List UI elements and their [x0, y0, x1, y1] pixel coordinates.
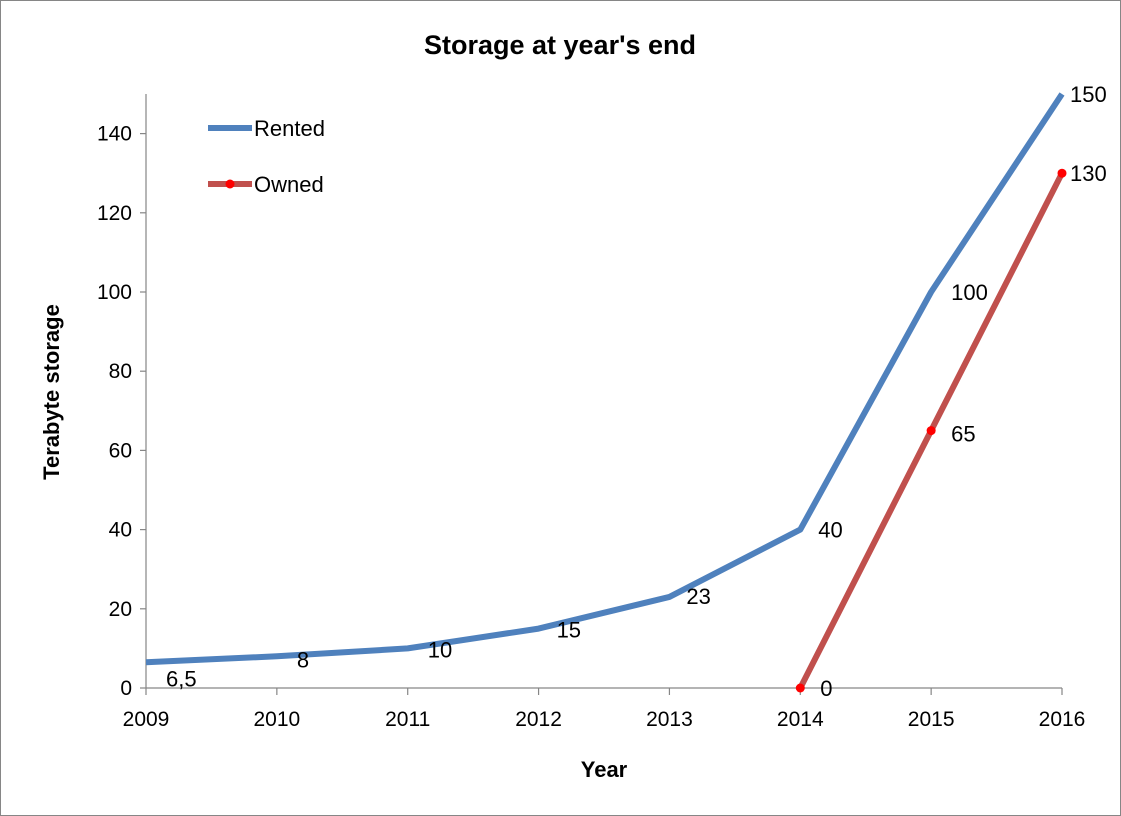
y-tick-label: 0	[120, 677, 132, 700]
x-tick-label: 2013	[646, 708, 693, 731]
data-label-owned: 0	[820, 676, 832, 701]
data-label-rented: 8	[297, 647, 309, 672]
x-tick-label: 2011	[385, 708, 430, 731]
data-label-rented: 100	[951, 280, 988, 305]
x-tick-label: 2009	[123, 708, 170, 731]
x-axis-title: Year	[581, 757, 628, 782]
x-tick-label: 2012	[515, 708, 562, 731]
series-line-rented	[145, 92, 1065, 666]
y-tick-label: 140	[97, 123, 132, 146]
data-label-rented: 40	[818, 518, 842, 543]
data-label-rented: 150	[1070, 82, 1107, 107]
y-tick-label: 120	[97, 202, 132, 225]
legend-label-owned: Owned	[254, 172, 324, 197]
y-tick-label: 100	[97, 281, 132, 304]
data-label-rented: 15	[557, 618, 581, 643]
y-axis-title: Terabyte storage	[39, 304, 64, 480]
series-layer	[145, 92, 1067, 693]
x-tick-label: 2015	[908, 708, 955, 731]
data-label-owned: 65	[951, 422, 975, 447]
y-tick-label: 40	[109, 519, 132, 542]
legend: Rented Owned	[208, 116, 325, 197]
y-tick-label: 60	[109, 439, 132, 462]
data-point-owned	[795, 683, 805, 693]
data-point-owned	[1057, 168, 1067, 178]
chart-title: Storage at year's end	[424, 30, 696, 60]
data-label-rented: 6,5	[166, 666, 197, 691]
data-label-rented: 10	[428, 637, 452, 662]
x-tick-label: 2014	[777, 708, 824, 731]
data-labels: 6,5 8 10 15 23 40 100 150 0 65 130	[166, 82, 1107, 701]
x-tick-label: 2016	[1039, 708, 1086, 731]
x-tick-label: 2010	[253, 708, 300, 731]
data-label-owned: 130	[1070, 161, 1107, 186]
y-tick-label: 20	[109, 598, 132, 621]
y-tick-label: 80	[109, 360, 132, 383]
legend-marker-owned	[225, 179, 235, 189]
data-label-rented: 23	[686, 584, 710, 609]
data-point-owned	[926, 426, 936, 436]
legend-label-rented: Rented	[254, 116, 325, 141]
